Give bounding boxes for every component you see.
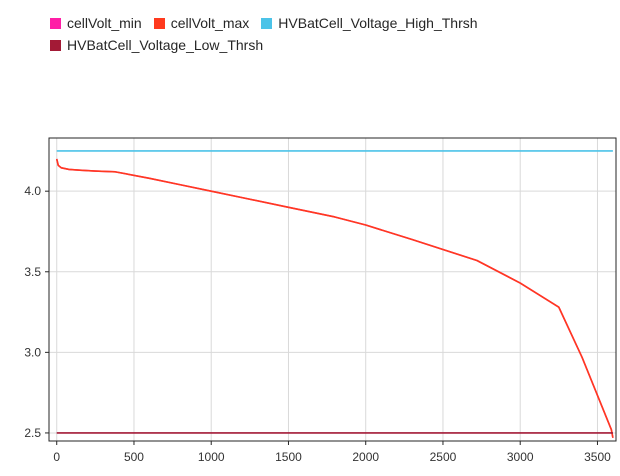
plot-frame [48,137,617,442]
y-tick-label-2: 3.5 [24,265,41,279]
legend-label-cellvolt-min: cellVolt_min [67,15,142,31]
x-tick-label-2: 1000 [198,450,225,464]
legend-swatch-low-thrsh [50,39,61,51]
legend-swatch-cellvolt-min [50,17,61,29]
legend-item-low-thrsh[interactable]: HVBatCell_Voltage_Low_Thrsh [50,37,263,53]
x-tick-labels: 0 500 1000 1500 2000 2500 3000 3500 [53,441,611,464]
legend-label-low-thrsh: HVBatCell_Voltage_Low_Thrsh [67,37,264,53]
legend-swatch-high-thrsh [261,17,273,29]
x-tick-label-3: 1500 [275,450,302,464]
x-tick-label-5: 2500 [430,450,457,464]
series-line-cellvolt-max [55,158,614,438]
x-tick-label-7: 3500 [584,450,611,464]
legend-swatch-cellvolt-max [153,17,165,29]
series-line-cellvolt-min [55,158,614,438]
x-tick-label-4: 2000 [352,450,379,464]
y-tick-label-0: 2.5 [24,426,41,440]
legend-label-high-thrsh: HVBatCell_Voltage_High_Thrsh [278,15,478,31]
legend-item-cellvolt-min[interactable]: cellVolt_min [50,15,142,31]
y-tick-label-3: 4.0 [24,184,41,198]
x-tick-label-1: 500 [124,450,144,464]
series-layer [55,150,614,438]
legend-row-1: cellVolt_min cellVolt_max HVBatCell_Volt… [50,12,610,34]
legend: cellVolt_min cellVolt_max HVBatCell_Volt… [50,12,610,56]
y-tick-labels: 2.5 3.0 3.5 4.0 [24,184,49,440]
x-tick-label-6: 3000 [507,450,534,464]
legend-item-high-thrsh[interactable]: HVBatCell_Voltage_High_Thrsh [261,15,478,31]
legend-item-cellvolt-max[interactable]: cellVolt_max [153,15,250,31]
y-tick-label-1: 3.0 [24,345,41,359]
legend-label-cellvolt-max: cellVolt_max [170,15,250,31]
legend-row-2: HVBatCell_Voltage_Low_Thrsh [50,34,610,56]
x-tick-label-0: 0 [53,450,60,464]
